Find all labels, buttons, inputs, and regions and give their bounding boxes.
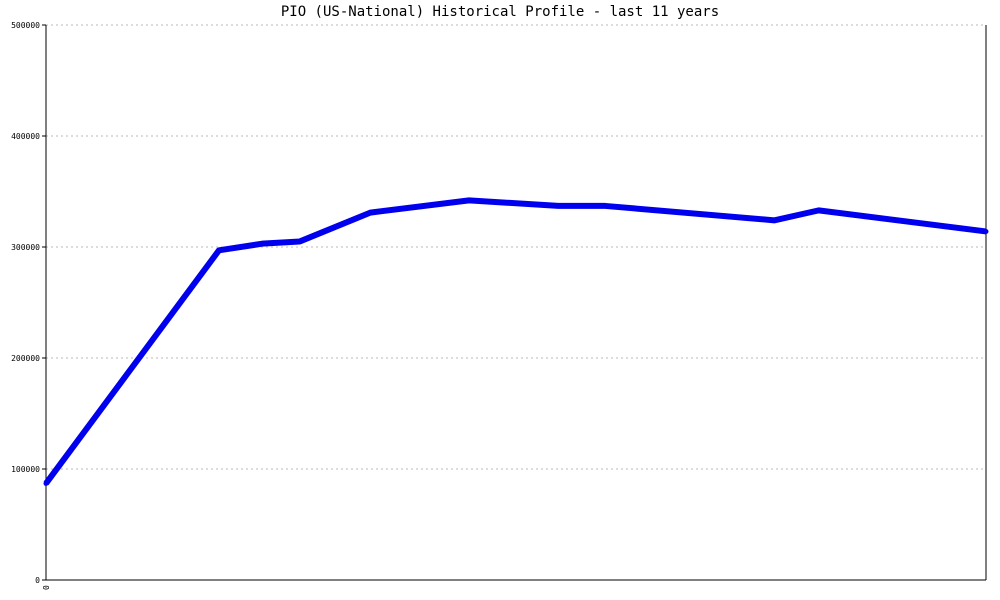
data-point bbox=[816, 207, 822, 213]
data-point bbox=[602, 203, 608, 209]
series-line bbox=[43, 197, 987, 486]
y-tick-label: 100000 bbox=[11, 465, 40, 474]
y-tick-label: 200000 bbox=[11, 354, 40, 363]
gridlines bbox=[46, 24, 986, 470]
y-tick-label: 300000 bbox=[11, 243, 40, 252]
y-tick-label: 400000 bbox=[11, 132, 40, 141]
data-point bbox=[466, 197, 472, 203]
axes: 0 100000 200000 300000 400000 500000 0 bbox=[11, 21, 987, 590]
series-layer bbox=[43, 197, 989, 486]
data-point bbox=[555, 203, 561, 209]
data-point bbox=[216, 247, 222, 253]
data-point bbox=[43, 480, 49, 486]
data-point bbox=[367, 210, 373, 216]
data-point bbox=[259, 241, 265, 247]
data-point bbox=[297, 238, 303, 244]
data-point bbox=[983, 228, 989, 234]
y-tick-label: 500000 bbox=[11, 21, 40, 30]
x-tick-label: 0 bbox=[42, 585, 51, 590]
y-tick-label: 0 bbox=[35, 576, 40, 585]
chart-title: PIO (US-National) Historical Profile - l… bbox=[280, 4, 720, 20]
data-point bbox=[772, 217, 777, 223]
